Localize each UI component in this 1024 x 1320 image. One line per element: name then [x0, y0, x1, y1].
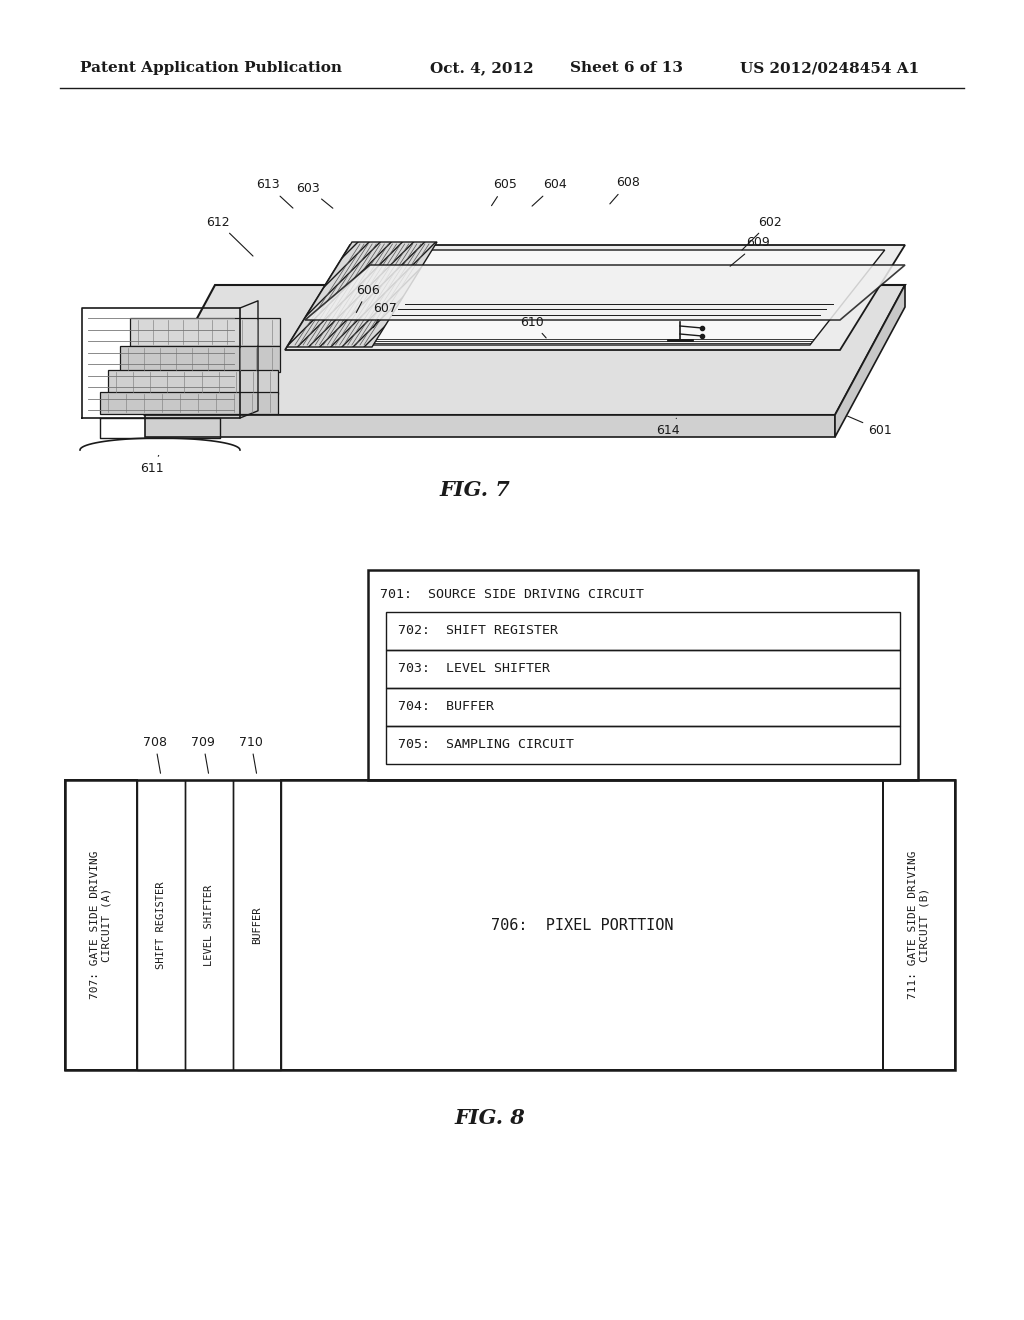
Text: 705:  SAMPLING CIRCUIT: 705: SAMPLING CIRCUIT [398, 738, 574, 751]
Text: 609: 609 [730, 236, 770, 267]
Text: 606: 606 [356, 284, 380, 313]
Bar [108, 370, 278, 393]
Text: 704:  BUFFER: 704: BUFFER [398, 701, 494, 714]
Text: FIG. 8: FIG. 8 [455, 1107, 525, 1129]
Bar [883, 780, 955, 1071]
Text: Oct. 4, 2012: Oct. 4, 2012 [430, 61, 534, 75]
Bar [386, 649, 900, 688]
Text: 709: 709 [191, 735, 215, 774]
Text: 602: 602 [742, 215, 782, 249]
Text: 611: 611 [140, 455, 164, 474]
Text: 706:  PIXEL PORTTION: 706: PIXEL PORTTION [490, 917, 673, 932]
Text: 603: 603 [296, 181, 333, 209]
Bar [130, 318, 280, 346]
Text: 605: 605 [492, 178, 517, 206]
Bar [185, 780, 233, 1071]
Text: US 2012/0248454 A1: US 2012/0248454 A1 [740, 61, 920, 75]
Bar [65, 780, 137, 1071]
Bar [386, 726, 900, 764]
Bar [386, 688, 900, 726]
Text: 610: 610 [520, 315, 546, 338]
Text: 703:  LEVEL SHIFTER: 703: LEVEL SHIFTER [398, 663, 550, 676]
Text: SHIFT REGISTER: SHIFT REGISTER [156, 882, 166, 969]
Polygon shape [835, 285, 905, 437]
Text: 614: 614 [656, 418, 680, 437]
Polygon shape [305, 265, 905, 319]
Bar [281, 780, 883, 1071]
Bar [65, 780, 955, 1071]
Text: 710: 710 [239, 735, 263, 774]
Polygon shape [285, 246, 905, 350]
Text: 702:  SHIFT REGISTER: 702: SHIFT REGISTER [398, 624, 558, 638]
Polygon shape [145, 285, 905, 414]
Text: 613: 613 [256, 178, 293, 209]
Bar [386, 612, 900, 649]
Text: BUFFER: BUFFER [252, 907, 262, 944]
Text: 601: 601 [848, 416, 892, 437]
Text: Patent Application Publication: Patent Application Publication [80, 61, 342, 75]
Text: 604: 604 [532, 178, 567, 206]
Bar [100, 392, 278, 414]
Bar [137, 780, 185, 1071]
Bar [368, 570, 918, 780]
Text: 711: GATE SIDE DRIVING
CIRCUIT (B): 711: GATE SIDE DRIVING CIRCUIT (B) [908, 851, 930, 999]
Bar [120, 346, 280, 372]
Text: LEVEL SHIFTER: LEVEL SHIFTER [204, 884, 214, 966]
Text: Sheet 6 of 13: Sheet 6 of 13 [570, 61, 683, 75]
Polygon shape [287, 242, 437, 347]
Text: 607: 607 [373, 301, 397, 327]
Text: 608: 608 [610, 177, 640, 203]
Text: 701:  SOURCE SIDE DRIVING CIRCUIT: 701: SOURCE SIDE DRIVING CIRCUIT [380, 587, 644, 601]
Text: FIG. 7: FIG. 7 [439, 480, 510, 500]
Text: 707: GATE SIDE DRIVING
CIRCUIT (A): 707: GATE SIDE DRIVING CIRCUIT (A) [90, 851, 112, 999]
Polygon shape [145, 414, 835, 437]
Text: 708: 708 [143, 735, 167, 774]
Polygon shape [335, 249, 885, 345]
Text: 612: 612 [206, 215, 253, 256]
Bar [233, 780, 281, 1071]
